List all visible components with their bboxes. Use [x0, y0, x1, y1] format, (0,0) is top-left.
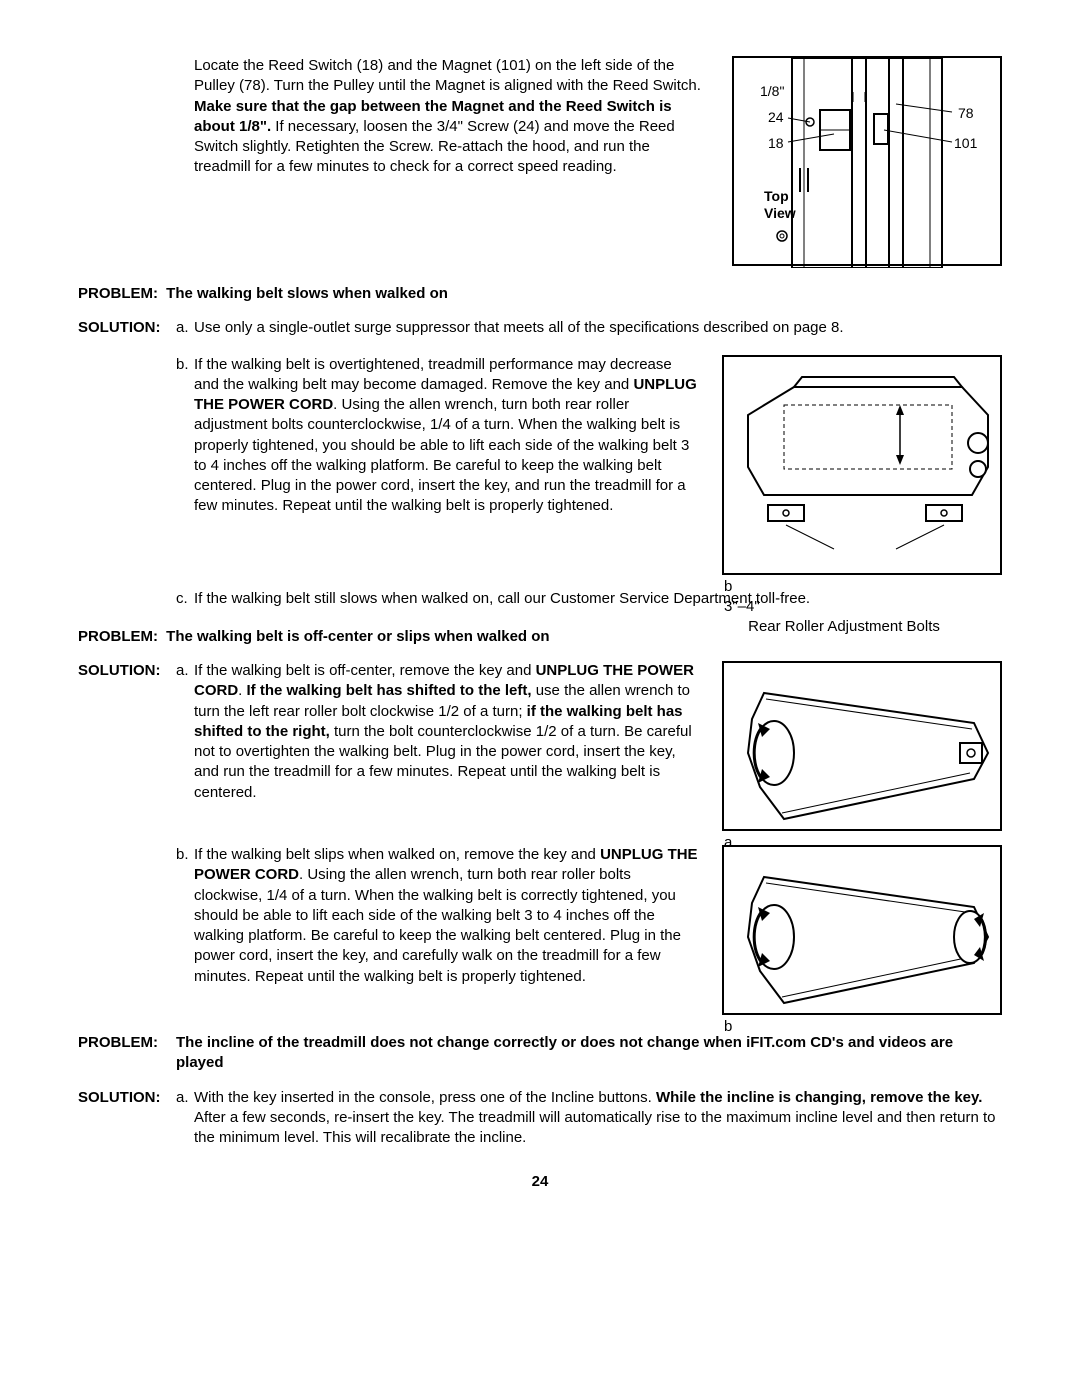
s1a-text: Use only a single-outlet surge suppresso…	[194, 318, 844, 338]
s2a-pre: If the walking belt is off-center, remov…	[194, 662, 536, 679]
d1-topview: Top View	[764, 188, 796, 222]
d2-gap: 3"–4"	[724, 597, 1000, 617]
d4-letter: b	[724, 1017, 1000, 1037]
s1b-letter: b.	[176, 355, 194, 517]
problem3-text: The incline of the treadmill does not ch…	[176, 1033, 1002, 1074]
s3a-bold: While the incline is changing, remove th…	[656, 1089, 982, 1106]
d1-24: 24	[768, 108, 784, 127]
diagram-offcenter: a	[722, 661, 1002, 831]
problem3-label: PROBLEM:	[78, 1033, 176, 1074]
solution2-label: SOLUTION:	[78, 661, 176, 803]
s1c-text: If the walking belt still slows when wal…	[194, 589, 810, 609]
s1c-letter: c.	[176, 589, 194, 609]
s1b-post: . Using the allen wrench, turn both rear…	[194, 396, 689, 514]
problem1-label: PROBLEM:	[78, 285, 158, 302]
solution3-label: SOLUTION:	[78, 1088, 176, 1159]
page-number: 24	[78, 1172, 1002, 1192]
s2b-pre: If the walking belt slips when walked on…	[194, 846, 600, 863]
s2b-letter: b.	[176, 845, 194, 987]
diagram-slip: b	[722, 845, 1002, 1015]
s3a-letter: a.	[176, 1088, 194, 1149]
problem2-text: The walking belt is off-center or slips …	[166, 628, 549, 645]
diagram-rear-roller: b 3"–4" Rear Roller Adjustment Bolts	[722, 355, 1002, 575]
s2a-letter: a.	[176, 661, 194, 803]
intro-text-a: Locate the Reed Switch (18) and the Magn…	[194, 57, 701, 94]
problem1-text: The walking belt slows when walked on	[166, 285, 448, 302]
problem2-label: PROBLEM:	[78, 628, 158, 645]
diagram-top-view: 1/8" 24 18 78 101 Top View	[732, 56, 1002, 266]
s2b-post: . Using the allen wrench, turn both rear…	[194, 866, 681, 984]
s1b-pre: If the walking belt is overtightened, tr…	[194, 356, 672, 393]
s1a-letter: a.	[176, 318, 194, 338]
d2-letter: b	[724, 577, 1000, 597]
solution1-label: SOLUTION:	[78, 318, 176, 348]
d1-101: 101	[954, 134, 977, 153]
s3a-post: After a few seconds, re-insert the key. …	[194, 1109, 995, 1146]
d2-caption: Rear Roller Adjustment Bolts	[724, 617, 964, 637]
s3a-pre: With the key inserted in the console, pr…	[194, 1089, 656, 1106]
d1-18: 18	[768, 134, 784, 153]
d1-gap: 1/8"	[760, 82, 784, 101]
d1-78: 78	[958, 104, 974, 123]
s2a-m1: .	[238, 682, 246, 699]
s2a-b2: If the walking belt has shifted to the l…	[247, 682, 532, 699]
